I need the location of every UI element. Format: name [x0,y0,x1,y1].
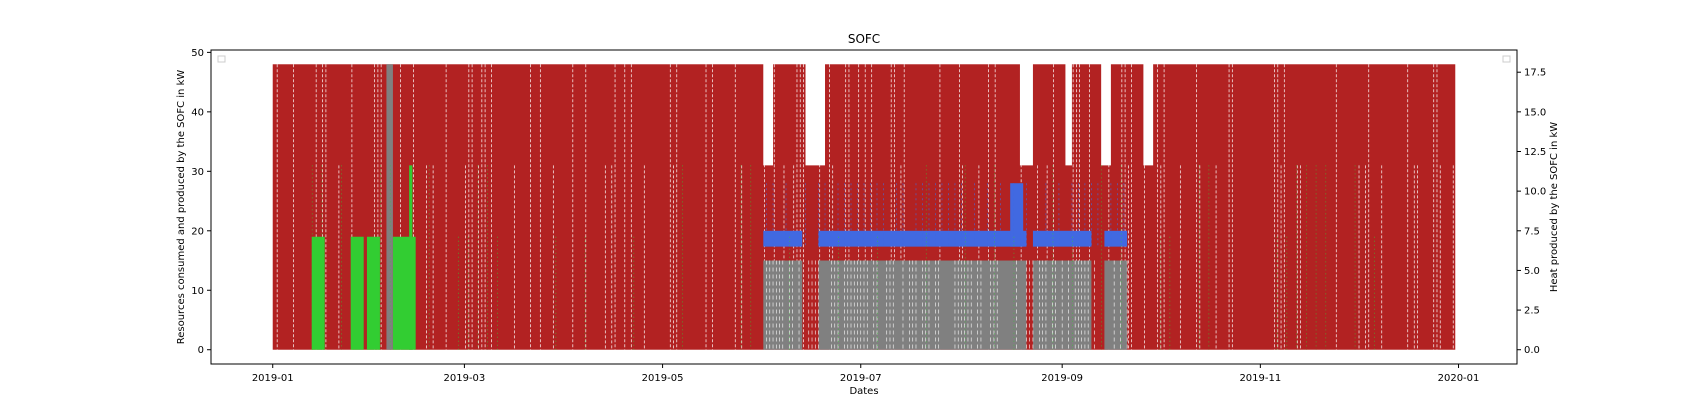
y2-tick-label: 2.5 [1524,306,1540,317]
legend-box-left [217,55,226,63]
y-axis-label: Resources consumed and produced by the S… [176,70,187,345]
series-red-gaps [276,63,1454,350]
series-green-block [350,236,364,350]
series-grey-block [1104,260,1128,350]
y-axis-ticks: 0 10 20 30 40 50 [191,48,211,356]
series-green [311,165,1375,350]
x-tick-label: 2019-03 [444,373,486,384]
y2-tick-label: 5.0 [1524,266,1540,277]
series-red-big-gap [1101,63,1111,166]
legend-box-right [1502,55,1511,63]
series-green-block [311,236,325,350]
y-tick-label: 20 [191,226,204,237]
series-red-big-gap [1065,63,1072,166]
series-green-block [409,165,413,350]
y-tick-label: 40 [191,107,204,118]
y2-tick-label: 0.0 [1524,345,1540,356]
series-red-big-gap [805,63,826,166]
series-blue [763,183,1128,247]
series-red-big-gap [763,63,774,166]
y-tick-label: 50 [191,48,204,59]
plot-content [272,63,1456,350]
y2-axis-ticks: 0.0 2.5 5.0 7.5 10.0 12.5 15.0 17.5 [1517,68,1546,356]
chart-title: SOFC [848,32,880,46]
plot-frame [210,49,1518,365]
series-red-big-gap [1019,63,1033,166]
x-tick-label: 2019-05 [642,373,684,384]
y2-tick-label: 12.5 [1524,147,1546,158]
series-blue-band [1032,230,1092,247]
series-grey [386,64,1128,350]
x-tick-label: 2019-11 [1239,373,1281,384]
x-tick-label: 2019-09 [1041,373,1083,384]
series-blue-peak [1010,183,1024,247]
y-tick-label: 0 [198,345,204,356]
y2-axis-label: Heat produced by the SOFC in kW [1549,122,1560,292]
y2-tick-label: 10.0 [1524,187,1546,198]
y-tick-label: 10 [191,286,204,297]
x-axis-label: Dates [849,386,878,397]
x-axis-ticks: 2019-01 2019-03 2019-05 2019-07 2019-09 2019-… [252,364,1480,384]
x-tick-label: 2020-01 [1438,373,1480,384]
series-blue-band [1104,230,1128,247]
series-grey-spike [386,64,393,350]
y2-tick-label: 7.5 [1524,226,1540,237]
series-green-block [366,236,380,350]
y-tick-label: 30 [191,167,204,178]
x-tick-label: 2019-01 [252,373,294,384]
series-red-big-gap [1143,63,1154,166]
series-blue-band [763,230,803,247]
y2-tick-label: 15.0 [1524,107,1546,118]
x-tick-label: 2019-07 [840,373,882,384]
y2-tick-label: 17.5 [1524,68,1546,79]
